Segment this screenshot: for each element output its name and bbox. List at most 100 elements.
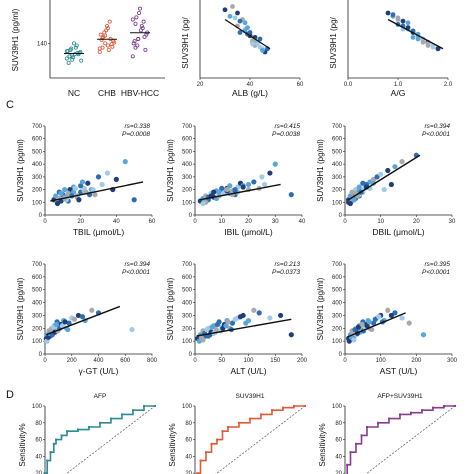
stat-rs: rs=0.395 xyxy=(425,261,451,268)
roc-step-marker xyxy=(216,438,218,441)
stat-p: P=0.0373 xyxy=(272,269,300,276)
scatter-point xyxy=(224,186,230,193)
roc-step-marker xyxy=(304,405,306,407)
x-tick-label: 200 xyxy=(411,358,422,364)
dotplot-point xyxy=(141,19,146,24)
y-tick-label: 700 xyxy=(332,124,343,130)
dotplot-category-label: NC xyxy=(68,88,80,98)
stat-rs: rs=0.213 xyxy=(275,261,301,268)
regression-line xyxy=(346,312,406,338)
scatter-point xyxy=(420,332,427,338)
x-tick-label: 60 xyxy=(297,82,304,88)
roc-y-tick-label: 80 xyxy=(185,421,192,427)
x-tick-label: 600 xyxy=(120,358,131,364)
regression-line xyxy=(224,18,271,50)
scatter-point xyxy=(62,319,68,325)
roc-step-marker xyxy=(238,421,240,424)
scatter-point xyxy=(219,185,225,191)
y-tick-label: 700 xyxy=(182,262,193,268)
x-tick-label: 60 xyxy=(149,219,156,225)
scatter-point xyxy=(76,197,82,203)
scatter-point xyxy=(85,180,91,186)
roc-y-tick-label: 100 xyxy=(32,404,43,410)
x-tick-label: 300 xyxy=(447,358,458,364)
roc-step-marker xyxy=(360,434,363,437)
x-tick-label: 200 xyxy=(67,358,78,364)
scatter-point xyxy=(410,34,416,40)
dotplot-point xyxy=(130,17,135,22)
y-tick-label: 500 xyxy=(32,288,43,294)
scatter-point xyxy=(131,197,137,203)
roc-step-marker xyxy=(388,417,390,420)
y-tick-label: 100 xyxy=(182,200,193,206)
dotplot-point xyxy=(132,39,137,44)
dotplot-point xyxy=(137,10,142,15)
stat-rs: rs=0.394 xyxy=(425,123,451,130)
dotplot-point xyxy=(110,44,115,49)
y-tick-label: 200 xyxy=(182,326,193,332)
y-tick-label: 100 xyxy=(32,200,43,206)
roc-y-tick-label: 40 xyxy=(335,454,342,460)
scatter-point xyxy=(232,316,238,322)
dotplot-point xyxy=(105,23,110,28)
scatter-point xyxy=(257,44,263,50)
y-tick-label: 100 xyxy=(182,339,193,345)
scatter-point xyxy=(113,176,119,182)
roc-y-tick-label: 20 xyxy=(335,471,342,474)
y-tick-label: 700 xyxy=(32,124,43,130)
dotplot-ylabel: SUV39H1 (pg/ml) xyxy=(11,8,20,71)
scatter-point xyxy=(392,164,398,170)
scatter-point xyxy=(385,307,391,313)
roc-step-marker xyxy=(377,421,379,424)
y-tick-label: 200 xyxy=(182,188,193,194)
roc-step-marker xyxy=(260,413,262,416)
y-tick-label: 600 xyxy=(332,137,343,143)
roc-curve xyxy=(44,405,155,474)
scatter-point xyxy=(250,41,255,47)
y-axis-label: SUV39H1 (pg/ xyxy=(181,16,190,68)
panel-letter-c: C xyxy=(6,99,14,111)
roc-step-marker xyxy=(55,438,57,441)
dotplot-point xyxy=(103,33,108,38)
dotplot-point xyxy=(130,54,135,59)
regression-line xyxy=(200,183,281,201)
roc-step-marker xyxy=(132,409,134,412)
y-tick-label: 600 xyxy=(32,137,43,143)
dotplot-point xyxy=(98,32,103,37)
x-tick-label: 10 xyxy=(377,219,384,225)
dotplot-point xyxy=(107,19,112,24)
scatter-point xyxy=(259,174,265,180)
scatter-point xyxy=(58,190,64,196)
roc-step-marker xyxy=(88,426,90,428)
scatter-point xyxy=(370,320,377,326)
y-tick-label: 0 xyxy=(189,213,193,219)
x-tick-label: 400 xyxy=(93,358,104,364)
dotplot-point xyxy=(79,58,84,63)
scatter-point xyxy=(245,25,250,31)
roc-step-marker xyxy=(121,413,123,416)
x-tick-label: 10 xyxy=(218,219,225,225)
x-tick-label: 30 xyxy=(272,219,279,225)
scatter-point xyxy=(129,326,135,333)
x-tick-label: 20 xyxy=(197,82,204,88)
roc-step-marker xyxy=(271,409,273,412)
roc-step-marker xyxy=(66,430,68,433)
scatter-point xyxy=(251,179,257,185)
dotplot-point xyxy=(64,49,69,54)
dotplot-point xyxy=(77,50,82,55)
scatter-point xyxy=(261,181,268,188)
y-tick-label: 700 xyxy=(182,124,193,130)
dotplot-point xyxy=(103,41,108,46)
scatter-point xyxy=(242,20,248,26)
scatter-point xyxy=(235,10,240,16)
scatter-point xyxy=(230,4,235,9)
x-tick-label: 0 xyxy=(43,358,47,364)
y-tick-label: 500 xyxy=(332,288,343,294)
y-tick-label: 0 xyxy=(189,352,193,358)
scatter-point xyxy=(223,323,229,329)
dotplot-point xyxy=(64,56,69,61)
y-tick-label: 300 xyxy=(32,313,43,319)
dotplot-point xyxy=(143,47,148,52)
roc-step-marker xyxy=(52,442,55,445)
scatter-point xyxy=(245,181,252,188)
